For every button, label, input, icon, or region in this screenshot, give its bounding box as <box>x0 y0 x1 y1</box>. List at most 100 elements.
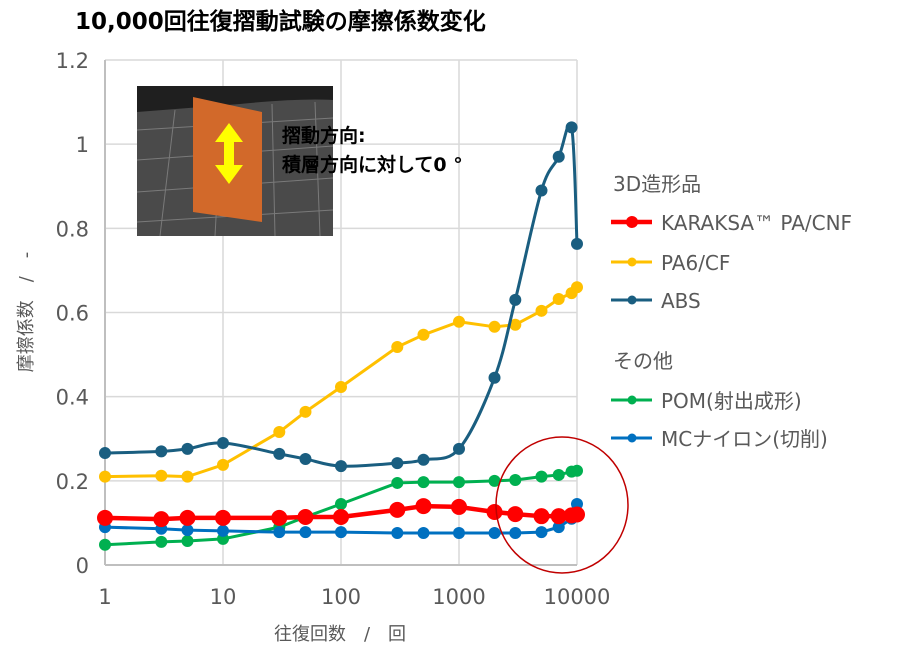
legend-marker <box>627 433 637 443</box>
legend-group-heading: その他 <box>613 349 673 373</box>
data-point <box>155 445 168 458</box>
data-point <box>181 535 194 548</box>
legend-label: MCナイロン(切削) <box>661 427 828 451</box>
data-point <box>99 470 111 483</box>
data-point <box>552 468 565 481</box>
series-line <box>104 503 579 535</box>
data-point <box>571 237 583 250</box>
y-tick-label: 0 <box>76 554 89 578</box>
x-tick-label: 10000 <box>544 585 611 609</box>
data-point <box>271 509 288 526</box>
legend-marker <box>627 395 637 405</box>
data-point <box>417 476 430 489</box>
data-point <box>389 501 406 518</box>
data-point <box>217 458 229 471</box>
data-point <box>153 511 170 528</box>
legend-label: POM(射出成形) <box>661 389 802 413</box>
data-point <box>488 474 501 487</box>
data-point <box>509 318 522 331</box>
series-line <box>104 286 579 479</box>
data-point <box>509 473 522 486</box>
data-point <box>155 535 168 548</box>
data-point <box>509 293 522 306</box>
legend-item: POM(射出成形) <box>611 389 802 413</box>
x-tick-label: 10 <box>210 585 237 609</box>
data-point <box>97 509 113 526</box>
data-point <box>535 184 548 197</box>
data-point <box>99 447 111 460</box>
data-point <box>335 380 347 393</box>
data-point <box>217 524 229 537</box>
y-tick-label: 1 <box>76 133 89 157</box>
data-point <box>453 527 465 540</box>
data-point <box>453 442 465 455</box>
data-point <box>486 503 503 520</box>
data-point <box>417 527 430 540</box>
data-point <box>215 509 231 526</box>
data-point <box>335 497 347 510</box>
data-point <box>552 293 565 306</box>
data-point <box>391 527 404 540</box>
series-3 <box>99 464 583 551</box>
inset-text-line2: 積層方向に対して0 ° <box>282 153 463 176</box>
x-tick-label: 1000 <box>432 585 485 609</box>
data-point <box>509 527 522 540</box>
data-point <box>552 150 565 163</box>
legend-marker <box>626 216 638 228</box>
data-point <box>273 526 286 539</box>
data-point <box>569 506 585 523</box>
series-1 <box>99 281 583 483</box>
data-point <box>535 304 548 317</box>
chart-title: 10,000回往復摺動試験の摩擦係数変化 <box>75 8 486 35</box>
data-point <box>552 521 565 534</box>
data-point <box>391 476 404 489</box>
data-point <box>451 498 467 515</box>
data-point <box>335 526 347 539</box>
series-line <box>104 469 578 547</box>
data-point <box>571 281 583 294</box>
data-point <box>453 315 465 328</box>
y-tick-label: 0.4 <box>56 386 89 410</box>
data-point <box>550 508 567 525</box>
data-point <box>155 469 168 482</box>
legend-item: ABS <box>611 289 701 313</box>
series-2 <box>99 121 583 473</box>
double-arrow-icon <box>215 123 243 184</box>
y-tick-label: 0.2 <box>56 470 89 494</box>
y-tick-label: 0.8 <box>56 217 89 241</box>
legend-label: PA6/CF <box>661 251 730 275</box>
data-point <box>297 509 314 526</box>
data-point <box>533 508 550 525</box>
data-point <box>299 452 312 465</box>
data-point <box>488 527 501 540</box>
series-group <box>97 121 585 551</box>
legend-group-heading: 3D造形品 <box>613 172 701 196</box>
highlight-circle <box>495 436 629 574</box>
legend-item: MCナイロン(切削) <box>611 427 828 451</box>
data-point <box>273 426 286 439</box>
data-point <box>535 526 548 539</box>
x-tick-label: 1 <box>98 585 111 609</box>
data-point <box>179 509 196 526</box>
y-axis-label: 摩擦係数 / - <box>16 252 37 373</box>
data-point <box>391 341 404 354</box>
data-point <box>488 371 501 384</box>
data-point <box>417 328 430 341</box>
data-point <box>333 509 349 526</box>
data-point <box>181 524 194 537</box>
y-tick-label: 1.2 <box>56 49 89 73</box>
axis-ticks: 0 0.2 0.4 0.6 0.8 1 1.2 1 10 100 1000 10000 <box>56 49 611 609</box>
data-point <box>417 453 430 466</box>
data-point <box>99 538 111 551</box>
data-point <box>299 405 312 418</box>
legend-item: PA6/CF <box>611 251 730 275</box>
legend-marker <box>627 257 637 267</box>
data-point <box>391 457 404 470</box>
series-line <box>104 503 578 522</box>
data-point <box>415 498 432 515</box>
data-point <box>488 320 501 333</box>
data-point <box>299 526 312 539</box>
x-axis-label: 往復回数 / 回 <box>274 624 406 645</box>
data-point <box>507 506 524 523</box>
data-point <box>535 470 548 483</box>
